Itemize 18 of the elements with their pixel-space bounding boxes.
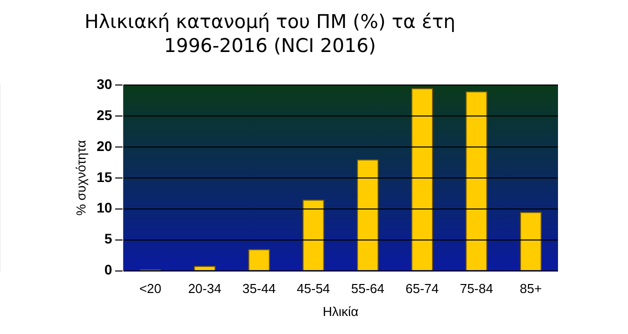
x-tick-label: 55-64 — [351, 281, 384, 296]
x-tick-label: 20-34 — [188, 281, 222, 296]
x-tick-label: 75-84 — [460, 281, 494, 296]
y-tick-label: 10 — [96, 200, 112, 216]
y-tick-label: 20 — [96, 138, 112, 154]
x-tick-label: 65-74 — [405, 281, 439, 296]
x-tick-label: 85+ — [520, 281, 542, 296]
x-tick-label: <20 — [139, 281, 162, 296]
x-tick-label: 45-54 — [296, 281, 330, 296]
y-tick-label: 15 — [96, 168, 112, 185]
x-tick-label: 35-44 — [242, 281, 276, 296]
y-tick-label: 30 — [96, 76, 112, 92]
x-axis-title: Ηλικία — [322, 304, 359, 319]
y-tick-label: 0 — [104, 262, 112, 278]
y-tick-label: 25 — [96, 106, 112, 123]
chart-title: Ηλικιακή κατανομή του ΠΜ (%) τα έτη 1996-2016 (NCI 2016) — [84, 10, 456, 58]
y-tick-label: 5 — [104, 230, 112, 247]
y-axis-title: % συχνότητα — [73, 140, 88, 216]
